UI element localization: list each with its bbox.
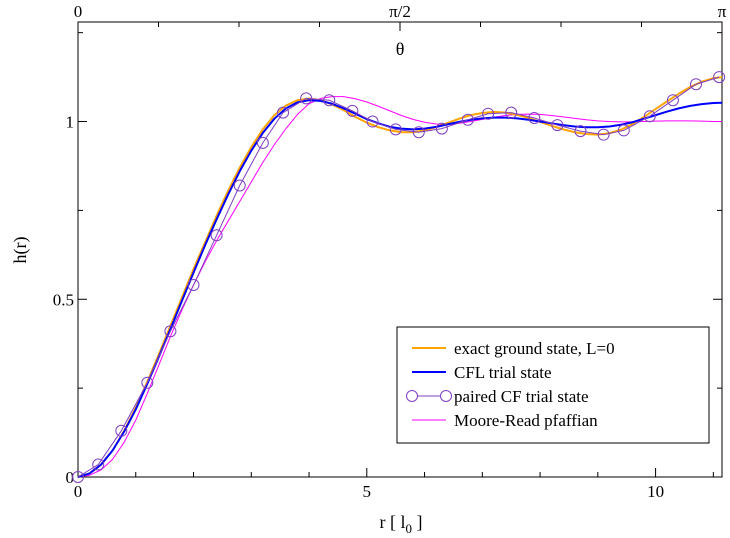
paired-cf-point [666,94,679,107]
paired-cf-point [528,111,541,124]
paired-cf-point [435,122,448,135]
legend-marker [440,390,452,402]
legend-label-2: paired CF trial state [454,387,589,406]
legend-marker [406,390,418,402]
x-axis-title-end: ] [412,512,423,532]
paired-cf-point [574,125,587,138]
x-tick-label: 0 [74,482,83,501]
series-line-3 [77,96,722,478]
paired-cf-point [256,136,269,149]
x-axis-title-sub: 0 [406,521,413,536]
x-axis-title-main: r [ l [380,512,406,532]
top-tick-label: π [718,2,727,21]
paired-cf-point [277,106,290,119]
paired-cf-point [505,106,518,119]
paired-cf-point [482,107,495,120]
paired-cf-point [597,128,610,141]
paired-cf-point [643,110,656,123]
paired-cf-point [461,113,474,126]
y-tick-label: 1 [66,113,75,132]
tick-labels: 0 5 10 0 π/2 π 0 0.5 1 [53,2,727,501]
y-tick-label: 0.5 [53,290,74,309]
legend-label-3: Moore-Read pfaffian [454,411,598,430]
paired-cf-point [412,126,425,139]
series-line-2 [77,76,720,478]
legend-box [396,326,710,444]
top-axis-label: θ [396,39,405,59]
legend: exact ground state, L=0 CFL trial state pa… [396,326,710,444]
paired-cf-point [551,119,564,132]
paired-cf-point [389,123,402,136]
paired-cf-point [323,94,336,107]
paired-cf-point [690,78,703,91]
top-tick-label: π/2 [389,2,411,21]
ticks [77,22,723,478]
paired-cf-point [141,376,154,389]
plot-area [72,71,726,483]
paired-cf-point [187,279,200,292]
paired-cf-point [366,115,379,128]
y-tick-label: 0 [66,468,75,487]
x-tick-label: 5 [363,482,372,501]
paired-cf-point [115,424,128,437]
x-tick-label: 10 [647,482,664,501]
legend-label-1: CFL trial state [454,363,552,382]
x-axis-title: r [ l0 ] [380,512,423,536]
paired-cf-point [233,179,246,192]
paired-cf-point [300,92,313,105]
paired-cf-point [346,104,359,117]
paired-cf-point [617,124,630,137]
paired-cf-point [713,71,726,84]
paired-cf-point [72,471,84,483]
y-axis-title: h(r) [10,237,31,264]
paired-cf-point [92,458,105,471]
top-tick-label: 0 [74,2,83,21]
legend-label-0: exact ground state, L=0 [454,339,615,358]
paired-cf-point [164,325,177,338]
series-line-0 [77,76,723,478]
paired-cf-point [210,229,223,242]
